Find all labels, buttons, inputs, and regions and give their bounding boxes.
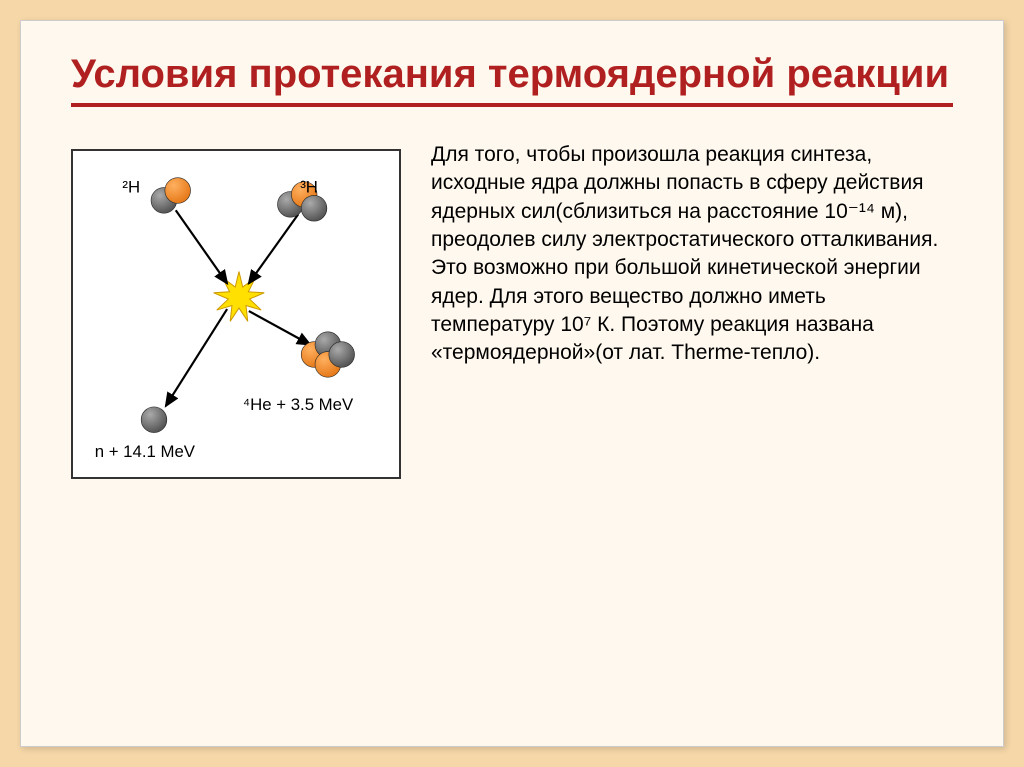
slide-frame: Условия протекания термоядерной реакции … xyxy=(20,20,1004,747)
reaction-svg: ²H ³H ⁴He + 3.5 MeV n + 14.1 MeV xyxy=(73,151,399,477)
svg-text:³H: ³H xyxy=(300,177,318,196)
svg-text:²H: ²H xyxy=(122,177,140,196)
content-row: ²H ³H ⁴He + 3.5 MeV n + 14.1 MeV Для того, … xyxy=(71,137,953,479)
svg-text:n + 14.1 MeV: n + 14.1 MeV xyxy=(95,442,196,461)
reaction-diagram: ²H ³H ⁴He + 3.5 MeV n + 14.1 MeV xyxy=(71,149,401,479)
title-underline xyxy=(71,103,953,107)
body-text: Для того, чтобы произошла реакция синтез… xyxy=(431,137,953,368)
slide-title: Условия протекания термоядерной реакции xyxy=(71,51,953,97)
svg-text:⁴He + 3.5 MeV: ⁴He + 3.5 MeV xyxy=(243,395,354,414)
